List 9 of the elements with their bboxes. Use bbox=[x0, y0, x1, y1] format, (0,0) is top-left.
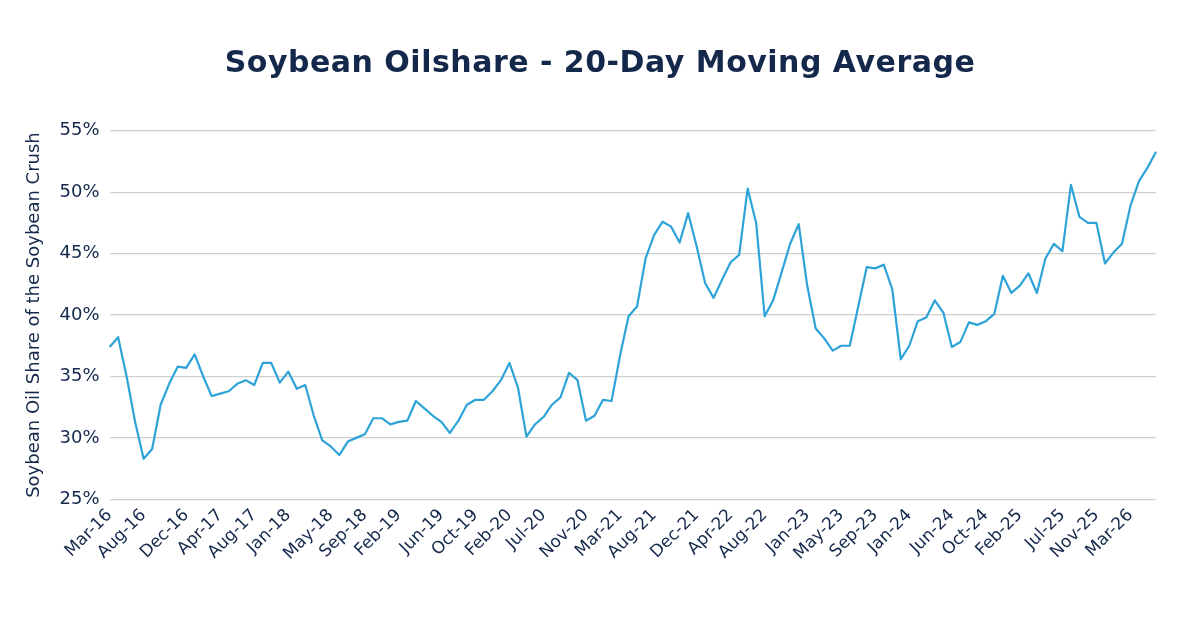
y-tick-label: 45% bbox=[59, 241, 100, 263]
y-axis-title: Soybean Oil Share of the Soybean Crush bbox=[22, 132, 44, 498]
y-tick-label: 30% bbox=[59, 425, 100, 447]
y-tick-label: 50% bbox=[59, 179, 100, 201]
y-tick-label: 55% bbox=[59, 118, 100, 140]
y-tick-label: 35% bbox=[59, 364, 100, 386]
chart-title: Soybean Oilshare - 20-Day Moving Average bbox=[223, 44, 977, 79]
y-tick-label: 40% bbox=[59, 302, 100, 324]
y-tick-label: 25% bbox=[59, 486, 100, 508]
